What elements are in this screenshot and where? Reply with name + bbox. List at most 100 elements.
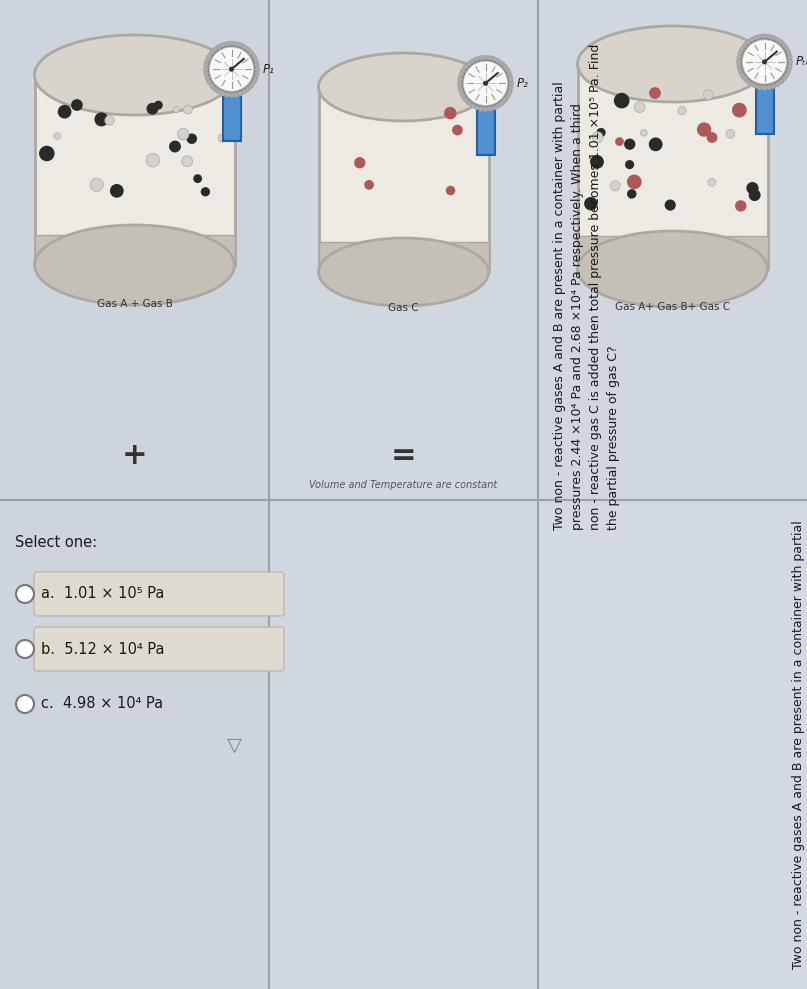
Circle shape xyxy=(218,135,226,142)
Circle shape xyxy=(742,76,747,81)
Bar xyxy=(755,82,773,134)
Circle shape xyxy=(209,50,214,55)
Circle shape xyxy=(154,101,163,110)
Circle shape xyxy=(16,695,34,713)
Bar xyxy=(476,103,495,155)
Circle shape xyxy=(627,189,637,199)
Circle shape xyxy=(229,66,234,71)
Circle shape xyxy=(474,56,479,61)
Circle shape xyxy=(186,134,197,144)
Circle shape xyxy=(249,50,254,55)
Bar xyxy=(578,64,767,269)
Circle shape xyxy=(508,90,512,95)
Circle shape xyxy=(771,84,776,89)
Circle shape xyxy=(738,50,742,55)
Circle shape xyxy=(496,103,501,109)
Ellipse shape xyxy=(35,225,235,305)
Bar xyxy=(578,236,767,269)
Circle shape xyxy=(634,102,645,113)
Text: ▽: ▽ xyxy=(227,736,241,755)
Text: Pₜₒₜₐₗ: Pₜₒₜₐₗ xyxy=(796,55,807,68)
Bar xyxy=(538,0,807,500)
Bar xyxy=(269,500,538,989)
Circle shape xyxy=(207,80,211,85)
Circle shape xyxy=(767,34,771,39)
Circle shape xyxy=(758,85,763,90)
Circle shape xyxy=(470,103,475,109)
Circle shape xyxy=(474,105,479,110)
Circle shape xyxy=(229,41,234,45)
Text: Volume and Temperature are constant: Volume and Temperature are constant xyxy=(309,480,498,490)
Circle shape xyxy=(16,585,34,603)
Circle shape xyxy=(508,85,513,90)
Circle shape xyxy=(737,54,742,60)
Circle shape xyxy=(255,66,260,71)
Circle shape xyxy=(707,133,717,142)
Circle shape xyxy=(458,90,463,95)
Circle shape xyxy=(762,85,767,90)
Circle shape xyxy=(204,43,258,96)
Circle shape xyxy=(174,107,179,113)
Circle shape xyxy=(54,133,61,139)
Circle shape xyxy=(771,35,776,40)
Text: Gas A + Gas B: Gas A + Gas B xyxy=(97,299,173,309)
Circle shape xyxy=(224,92,229,97)
Circle shape xyxy=(238,43,243,47)
Circle shape xyxy=(209,83,214,88)
Text: c.  4.98 × 10⁴ Pa: c. 4.98 × 10⁴ Pa xyxy=(41,696,163,711)
Circle shape xyxy=(496,58,501,63)
Circle shape xyxy=(782,76,787,81)
Circle shape xyxy=(732,103,746,118)
Circle shape xyxy=(492,105,497,110)
Circle shape xyxy=(592,132,603,142)
Bar xyxy=(35,75,235,265)
Circle shape xyxy=(238,91,243,96)
Circle shape xyxy=(625,160,634,169)
Circle shape xyxy=(736,59,741,64)
Circle shape xyxy=(204,75,210,80)
Circle shape xyxy=(614,93,629,109)
Circle shape xyxy=(201,187,210,197)
Circle shape xyxy=(242,45,247,49)
Circle shape xyxy=(249,83,254,88)
FancyBboxPatch shape xyxy=(34,627,284,671)
Circle shape xyxy=(753,35,758,40)
Circle shape xyxy=(254,71,260,76)
Circle shape xyxy=(742,43,747,47)
Circle shape xyxy=(458,76,462,81)
Circle shape xyxy=(461,68,466,73)
Circle shape xyxy=(212,46,217,51)
Circle shape xyxy=(742,40,787,84)
Circle shape xyxy=(252,80,257,85)
Circle shape xyxy=(596,128,606,137)
Text: P₂: P₂ xyxy=(516,77,529,90)
Circle shape xyxy=(146,153,160,167)
Text: +: + xyxy=(122,440,148,470)
Circle shape xyxy=(487,107,492,112)
Circle shape xyxy=(784,72,789,77)
Circle shape xyxy=(458,85,462,90)
Circle shape xyxy=(509,81,514,86)
Circle shape xyxy=(224,42,229,46)
Text: a.  1.01 × 10⁵ Pa: a. 1.01 × 10⁵ Pa xyxy=(41,586,165,601)
Circle shape xyxy=(212,87,217,92)
Circle shape xyxy=(788,59,793,64)
Text: Two non - reactive gases A and B are present in a container with partial
pressur: Two non - reactive gases A and B are pre… xyxy=(792,520,807,989)
Circle shape xyxy=(610,181,620,191)
Text: b.  5.12 × 10⁴ Pa: b. 5.12 × 10⁴ Pa xyxy=(41,642,165,657)
Circle shape xyxy=(458,56,512,111)
Circle shape xyxy=(479,107,483,112)
Circle shape xyxy=(182,155,193,167)
Ellipse shape xyxy=(578,26,767,102)
Circle shape xyxy=(784,46,789,51)
Circle shape xyxy=(90,178,103,192)
Circle shape xyxy=(762,34,767,39)
Circle shape xyxy=(738,35,792,89)
Circle shape xyxy=(746,40,751,45)
Circle shape xyxy=(207,53,211,58)
Circle shape xyxy=(466,61,471,66)
Circle shape xyxy=(242,89,247,94)
Circle shape xyxy=(503,98,508,103)
Circle shape xyxy=(193,174,202,183)
Circle shape xyxy=(463,61,508,105)
